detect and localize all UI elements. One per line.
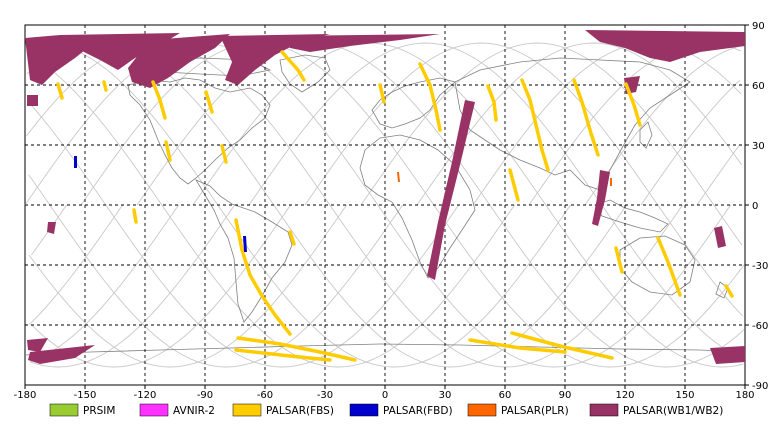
swath-fbs-17 xyxy=(656,236,682,297)
swath-wb-south-2 xyxy=(28,345,95,364)
legend-label: AVNIR-2 xyxy=(173,405,215,417)
legend-swatch xyxy=(467,403,497,417)
lon-tick-label: 30 xyxy=(439,390,452,401)
lon-tick-label: -120 xyxy=(134,390,157,401)
swath-fbs-12 xyxy=(234,218,292,336)
legend-label: PALSAR(FBS) xyxy=(266,405,334,417)
orbit-track xyxy=(29,42,744,368)
lat-tick-label: 30 xyxy=(752,141,765,152)
legend-label: PRSIM xyxy=(83,405,115,417)
legend-label: PALSAR(FBD) xyxy=(383,405,453,417)
legend-label: PALSAR(WB1/WB2) xyxy=(623,405,723,417)
lon-tick-label: 90 xyxy=(559,390,572,401)
longitude-tick-labels: -180 -150 -120 -90 -60 -30 0 30 60 90 120 150 180 xyxy=(14,385,755,401)
orbit-tracks xyxy=(24,42,745,368)
swath-fbs-19 xyxy=(56,82,64,100)
swath-plr-2 xyxy=(610,178,612,186)
swath-fbs-14 xyxy=(234,348,332,362)
lon-tick-label: -90 xyxy=(197,390,213,401)
swath-fbs-1 xyxy=(280,50,306,82)
lat-tick-label: 0 xyxy=(752,201,758,212)
swath-wb-north-3 xyxy=(128,34,230,88)
legend-swatch xyxy=(589,403,619,417)
legend: PRSIM AVNIR-2 PALSAR(FBS) PALSAR(FBD) PALSAR… xyxy=(49,403,723,417)
orbit-track xyxy=(27,42,742,368)
legend-swatch xyxy=(139,403,169,417)
swath-fbs-7 xyxy=(486,84,498,122)
orbit-track xyxy=(28,42,743,368)
coast-asia xyxy=(454,57,691,191)
swath-fbs-13 xyxy=(236,336,357,362)
swath-wb-patch-3 xyxy=(714,226,726,248)
coast-japan xyxy=(639,121,653,149)
swath-fbd-1 xyxy=(74,156,77,168)
lon-tick-label: 0 xyxy=(382,390,388,401)
swath-fbs-24 xyxy=(724,284,734,298)
swaths-fbs xyxy=(56,50,734,362)
swath-fbd-2 xyxy=(243,236,247,252)
swath-fbs-23 xyxy=(220,144,228,164)
swath-plr-1 xyxy=(397,172,400,182)
swath-fbs-5 xyxy=(418,62,442,132)
lon-tick-label: 180 xyxy=(735,390,754,401)
legend-swatch xyxy=(349,403,379,417)
lat-tick-label: -90 xyxy=(752,381,768,392)
swath-fbs-6 xyxy=(378,83,386,104)
lon-tick-label: 150 xyxy=(675,390,694,401)
swath-wb-patch-1 xyxy=(27,95,38,106)
swath-fbs-11 xyxy=(508,168,520,202)
swath-fbs-16 xyxy=(510,331,614,360)
swath-fbs-10 xyxy=(624,82,642,127)
swath-fbs-15 xyxy=(468,338,567,354)
swath-wb-north-4 xyxy=(220,34,330,85)
swath-wb-patch-2 xyxy=(47,222,56,234)
lat-tick-label: 90 xyxy=(752,21,765,32)
coast-greenland xyxy=(279,54,331,93)
swath-fbs-20 xyxy=(102,80,108,92)
swath-fbs-21 xyxy=(132,208,138,224)
lon-tick-label: -180 xyxy=(14,390,37,401)
lon-tick-label: -150 xyxy=(74,390,97,401)
swath-fbs-4 xyxy=(164,140,172,162)
lat-tick-label: -60 xyxy=(752,321,768,332)
coast-europe xyxy=(371,77,456,129)
coast-north-america xyxy=(127,77,271,185)
swath-wb-africa xyxy=(427,100,475,280)
coastlines xyxy=(24,54,746,356)
swath-wb-north-6 xyxy=(585,30,745,62)
swath-fbs-2 xyxy=(151,80,167,120)
lon-tick-label: 60 xyxy=(499,390,512,401)
swath-wb-south-3 xyxy=(710,346,745,364)
legend-label: PALSAR(PLR) xyxy=(501,405,569,417)
lon-tick-label: 120 xyxy=(615,390,634,401)
lat-tick-label: -30 xyxy=(752,261,768,272)
lon-tick-label: -30 xyxy=(317,390,333,401)
swath-fbs-3 xyxy=(204,90,214,114)
coast-australia xyxy=(619,235,696,296)
legend-swatch xyxy=(49,403,79,417)
latitude-tick-labels: 90 60 30 0 -30 -60 -90 xyxy=(745,21,768,392)
lon-tick-label: -60 xyxy=(257,390,273,401)
coverage-swaths xyxy=(25,30,745,364)
legend-swatch xyxy=(232,403,262,417)
swath-wb-seasia xyxy=(592,170,610,226)
swath-fbs-22 xyxy=(288,230,296,246)
orbit-track xyxy=(28,42,742,368)
swath-fbs-9 xyxy=(572,78,600,157)
swath-wb-south-1 xyxy=(27,338,48,352)
swath-fbs-18 xyxy=(614,246,624,274)
swath-wb-north-5 xyxy=(280,34,440,52)
coast-africa xyxy=(359,134,476,279)
swath-fbs-8 xyxy=(520,78,550,172)
lat-tick-label: 60 xyxy=(752,81,765,92)
coast-antarctica xyxy=(24,343,746,356)
